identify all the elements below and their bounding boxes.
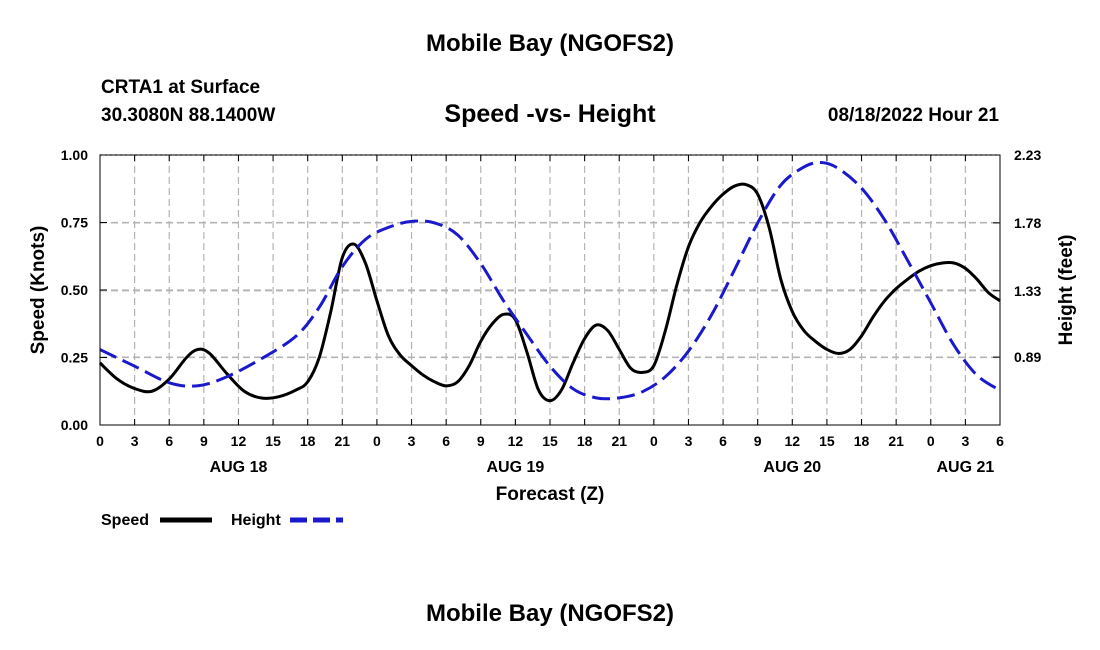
x-tick-label: 9: [477, 433, 485, 449]
forecast-datetime: 08/18/2022 Hour 21: [827, 105, 999, 126]
x-tick-label: 3: [408, 433, 416, 449]
y2-tick-label: 2.23: [1014, 147, 1041, 163]
x-tick-label: 21: [888, 433, 904, 449]
axes: 0 3 6 9 12 15 18 21 0 3 6 9 12 15 18 21 0 3 6 9 12 15 18 21 0 3 6A…: [61, 147, 1042, 476]
x-tick-label: 3: [685, 433, 693, 449]
x-tick-label: 21: [335, 433, 351, 449]
y2-tick-label: 1.33: [1014, 283, 1041, 299]
y-tick-label: 0.50: [61, 282, 88, 298]
x-tick-label: 9: [754, 433, 762, 449]
main-title: Mobile Bay (NGOFS2): [425, 30, 675, 57]
x-tick-label: 3: [131, 433, 139, 449]
x-tick-label: 6: [442, 433, 450, 449]
day-label: AUG 20: [763, 459, 821, 476]
legend-label-height: Height: [231, 512, 281, 529]
height-series-line: [99, 161, 1001, 401]
speed-series-line: [98, 182, 1001, 403]
x-axis-label: Forecast (Z): [496, 484, 605, 505]
day-label: AUG 21: [936, 459, 994, 476]
x-tick-label: 18: [854, 433, 870, 449]
x-tick-label: 18: [577, 433, 593, 449]
x-tick-label: 18: [300, 433, 316, 449]
x-tick-label: 12: [785, 433, 801, 449]
x-tick-label: 9: [200, 433, 208, 449]
x-tick-label: 21: [611, 433, 627, 449]
x-tick-label: 3: [961, 433, 969, 449]
x-tick-label: 0: [373, 433, 381, 449]
footer-title: Mobile Bay (NGOFS2): [425, 600, 675, 627]
chart-title: Speed -vs- Height: [444, 100, 656, 128]
station-coordinates: 30.3080N 88.1400W: [101, 105, 276, 126]
x-tick-label: 0: [96, 433, 104, 449]
x-tick-label: 6: [719, 433, 727, 449]
x-tick-label: 15: [542, 433, 558, 449]
x-tick-label: 0: [927, 433, 935, 449]
y2-tick-label: 0.89: [1014, 349, 1041, 365]
y-tick-label: 0.25: [61, 350, 88, 366]
x-tick-label: 15: [265, 433, 281, 449]
day-label: AUG 19: [486, 459, 544, 476]
curves: [98, 161, 1001, 403]
day-label: AUG 18: [210, 459, 268, 476]
x-tick-label: 15: [819, 433, 835, 449]
legend-label-speed: Speed: [101, 512, 149, 529]
x-tick-label: 6: [165, 433, 173, 449]
y-tick-label: 0.75: [61, 215, 88, 231]
y-tick-label: 1.00: [61, 147, 88, 163]
y-tick-label: 0.00: [61, 417, 88, 433]
station-name: CRTA1 at Surface: [101, 77, 261, 98]
x-tick-label: 6: [996, 433, 1004, 449]
y2-tick-label: 1.78: [1014, 215, 1041, 231]
x-tick-label: 12: [231, 433, 247, 449]
legend: Speed Height: [101, 512, 343, 529]
y-axis-label: Speed (Knots): [28, 226, 49, 355]
x-tick-label: 0: [650, 433, 658, 449]
y2-axis-label: Height (feet): [1056, 235, 1077, 346]
x-tick-label: 12: [508, 433, 524, 449]
